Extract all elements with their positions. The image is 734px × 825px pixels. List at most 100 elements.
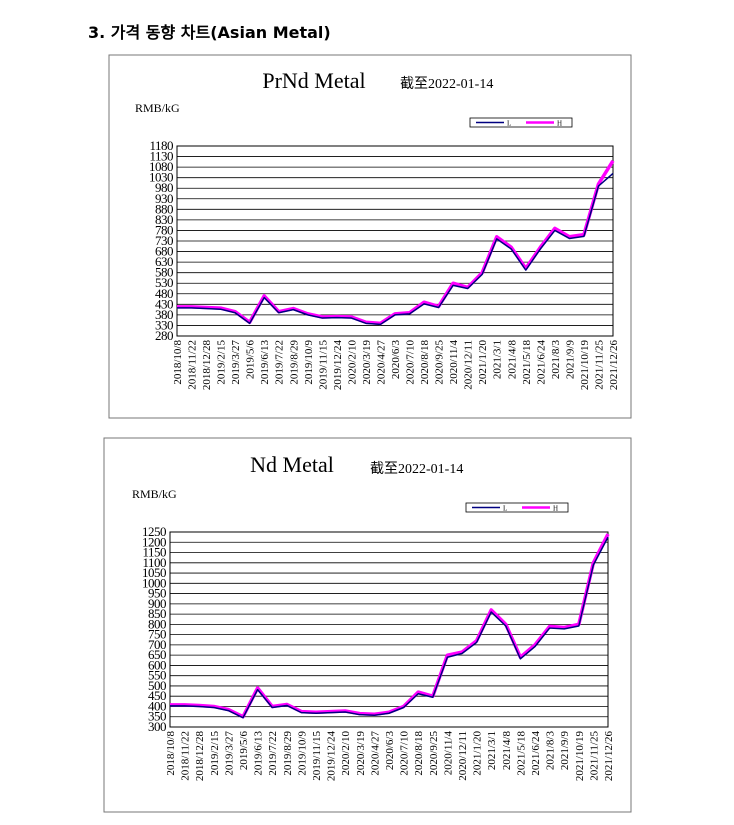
y-tick-label: 1080 <box>149 159 173 174</box>
x-tick-label: 2019/6/13 <box>259 340 271 385</box>
x-tick-label: 2019/2/15 <box>209 731 221 776</box>
y-tick-label: 350 <box>148 709 166 724</box>
y-tick-label: 880 <box>155 201 173 216</box>
y-tick-label: 480 <box>155 286 173 301</box>
x-tick-label: 2020/7/10 <box>399 731 411 776</box>
y-tick-label: 930 <box>155 191 173 206</box>
chart-title: PrNd Metal <box>262 68 365 93</box>
y-tick-label: 680 <box>155 244 173 259</box>
y-tick-label: 430 <box>155 296 173 311</box>
x-tick-label: 2021/6/24 <box>535 340 547 385</box>
x-tick-label: 2019/11/15 <box>311 731 323 781</box>
legend-label: H <box>553 505 558 513</box>
y-axis-label: RMB/kG <box>132 487 177 501</box>
x-tick-label: 2021/11/25 <box>593 340 605 390</box>
series-line <box>177 172 614 326</box>
x-tick-label: 2018/11/22 <box>187 340 199 390</box>
x-tick-label: 2021/4/8 <box>506 340 518 380</box>
legend <box>469 117 573 128</box>
x-tick-label: 2020/2/10 <box>346 340 358 385</box>
y-tick-label: 280 <box>155 328 173 343</box>
y-tick-label: 1130 <box>149 149 173 164</box>
x-tick-label: 2019/12/24 <box>326 731 338 782</box>
x-tick-label: 2019/6/13 <box>253 731 265 776</box>
x-tick-label: 2021/6/24 <box>530 731 542 776</box>
x-tick-label: 2021/12/26 <box>608 340 620 391</box>
y-tick-label: 1250 <box>142 524 166 539</box>
legend-label: L <box>507 120 511 128</box>
x-tick-label: 2020/4/27 <box>375 340 387 385</box>
x-tick-label: 2021/4/8 <box>501 731 513 771</box>
x-tick-label: 2020/8/18 <box>419 340 431 385</box>
x-tick-label: 2018/10/8 <box>172 340 184 385</box>
y-tick-label: 800 <box>148 616 166 631</box>
y-tick-label: 630 <box>155 254 173 269</box>
chart-subtitle: 截至2022-01-14 <box>400 76 493 92</box>
y-tick-label: 650 <box>148 647 166 662</box>
x-tick-label: 2018/11/22 <box>180 731 192 781</box>
x-tick-label: 2019/8/29 <box>288 340 300 385</box>
x-tick-label: 2019/3/27 <box>230 340 242 385</box>
x-tick-label: 2021/5/18 <box>515 731 527 776</box>
x-tick-label: 2020/9/25 <box>428 731 440 776</box>
x-tick-label: 2020/7/10 <box>405 340 417 385</box>
chart-subtitle: 截至2022-01-14 <box>370 461 463 477</box>
x-tick-label: 2021/10/19 <box>579 340 591 391</box>
x-tick-label: 2020/3/19 <box>355 731 367 776</box>
y-tick-label: 950 <box>148 586 166 601</box>
x-tick-label: 2019/11/15 <box>317 340 329 390</box>
x-tick-label: 2019/10/9 <box>296 731 308 776</box>
y-tick-label: 780 <box>155 222 173 237</box>
x-tick-label: 2019/2/15 <box>216 340 228 385</box>
x-tick-label: 2021/5/18 <box>521 340 533 385</box>
series-line <box>170 536 609 719</box>
y-tick-label: 300 <box>148 719 166 734</box>
x-tick-label: 2019/3/27 <box>223 731 235 776</box>
y-tick-label: 900 <box>148 596 166 611</box>
y-tick-label: 830 <box>155 212 173 227</box>
x-tick-label: 2021/1/20 <box>472 731 484 776</box>
x-tick-label: 2020/11/4 <box>448 340 460 385</box>
legend <box>465 502 569 513</box>
heading: 3. 가격 동향 차트(Asian Metal) <box>88 23 331 42</box>
x-tick-label: 2019/5/6 <box>245 340 257 380</box>
x-tick-label: 2020/12/11 <box>463 340 475 390</box>
y-tick-label: 530 <box>155 275 173 290</box>
x-tick-label: 2020/6/3 <box>390 340 402 380</box>
y-tick-label: 330 <box>155 317 173 332</box>
y-tick-label: 850 <box>148 606 166 621</box>
y-tick-label: 1150 <box>142 545 166 560</box>
x-tick-label: 2020/6/3 <box>384 731 396 771</box>
y-tick-label: 1030 <box>149 170 173 185</box>
y-tick-label: 380 <box>155 307 173 322</box>
y-tick-label: 1100 <box>142 555 166 570</box>
x-tick-label: 2019/10/9 <box>303 340 315 385</box>
x-tick-label: 2021/11/25 <box>588 731 600 781</box>
x-tick-label: 2021/3/1 <box>492 340 504 379</box>
x-tick-label: 2019/12/24 <box>332 340 344 391</box>
x-tick-label: 2019/7/22 <box>267 731 279 776</box>
plot-area <box>169 531 609 728</box>
x-tick-label: 2020/3/19 <box>361 340 373 385</box>
x-tick-label: 2021/1/20 <box>477 340 489 385</box>
y-tick-label: 1180 <box>149 138 173 153</box>
x-tick-label: 2018/10/8 <box>165 731 177 776</box>
x-tick-label: 2020/8/18 <box>413 731 425 776</box>
y-tick-label: 400 <box>148 698 166 713</box>
x-tick-label: 2018/12/28 <box>201 340 213 391</box>
x-tick-label: 2020/11/4 <box>442 731 454 776</box>
x-tick-label: 2019/5/6 <box>238 731 250 771</box>
y-tick-label: 1050 <box>142 565 166 580</box>
y-tick-label: 600 <box>148 657 166 672</box>
x-tick-label: 2021/9/9 <box>564 340 576 380</box>
y-tick-label: 580 <box>155 265 173 280</box>
x-tick-label: 2021/8/3 <box>545 731 557 771</box>
x-tick-label: 2020/9/25 <box>434 340 446 385</box>
legend-label: H <box>557 120 562 128</box>
chart-title: Nd Metal <box>250 452 334 477</box>
x-tick-label: 2021/8/3 <box>550 340 562 380</box>
y-axis-label: RMB/kG <box>135 101 180 115</box>
y-tick-label: 450 <box>148 688 166 703</box>
x-tick-label: 2019/8/29 <box>282 731 294 776</box>
